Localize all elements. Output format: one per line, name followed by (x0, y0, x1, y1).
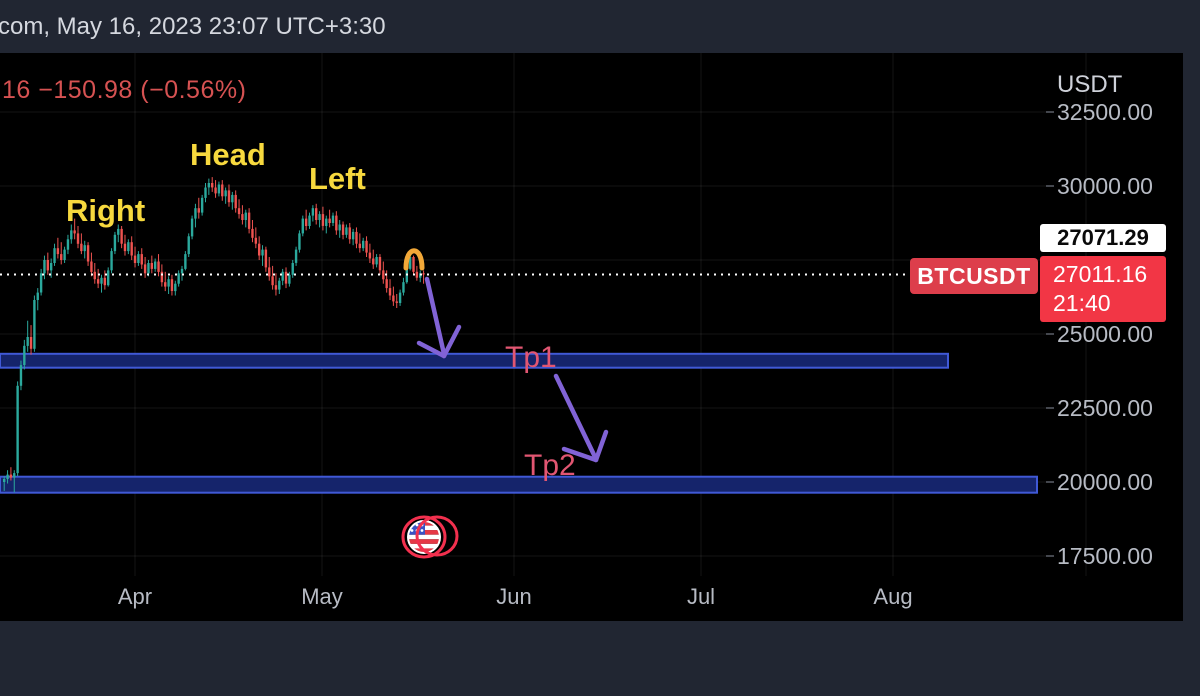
price-scale-unit: USDT (1057, 71, 1123, 98)
breakdown-arrow-2 (553, 373, 609, 463)
candlestick-series (3, 177, 425, 493)
tp2-label: Tp2 (524, 449, 576, 482)
countdown-price-label: 27071.29 (1040, 224, 1166, 252)
time-tick-jun: Jun (496, 584, 532, 609)
head-label: Head (190, 137, 266, 172)
chart-title-bar: com, May 16, 2023 23:07 UTC+3:30 (0, 0, 1200, 53)
time-tick-jul: Jul (686, 584, 716, 609)
symbol-price-label: BTCUSDT (910, 258, 1038, 294)
last-price-time: 21:40 (1053, 290, 1111, 316)
flag-circle-annotation (401, 515, 459, 559)
price-tick-25000: 25000.00 (1057, 321, 1153, 347)
breakdown-arrow-1 (416, 276, 462, 359)
last-price-label: 27011.16 21:40 (1040, 256, 1166, 322)
grid-lines (0, 53, 1087, 576)
time-tick-aug: Aug (873, 584, 913, 609)
price-tick-32500: 32500.00 (1057, 99, 1153, 125)
chart-pane[interactable] (0, 53, 1183, 621)
last-price-value: 27011.16 (1053, 261, 1148, 287)
us-flag-event-icon[interactable] (407, 520, 441, 554)
price-tick-22500: 22500.00 (1057, 395, 1153, 421)
tp1-band[interactable] (0, 352, 949, 369)
price-tick-30000: 30000.00 (1057, 173, 1153, 199)
price-tick-20000: 20000.00 (1057, 469, 1153, 495)
right-shoulder-label: Right (66, 193, 146, 228)
chart-canvas[interactable] (0, 53, 1183, 621)
chart-timestamp: com, May 16, 2023 23:07 UTC+3:30 (0, 12, 386, 40)
time-tick-may: May (301, 584, 343, 609)
reversal-arc-icon (403, 248, 425, 271)
tp1-label: Tp1 (505, 341, 557, 374)
left-shoulder-label: Left (309, 161, 366, 196)
price-change-readout: 16 −150.98 (−0.56%) (2, 76, 247, 104)
tp2-band[interactable] (0, 475, 1038, 494)
time-tick-apr: Apr (117, 584, 153, 609)
price-tick-17500: 17500.00 (1057, 543, 1153, 569)
